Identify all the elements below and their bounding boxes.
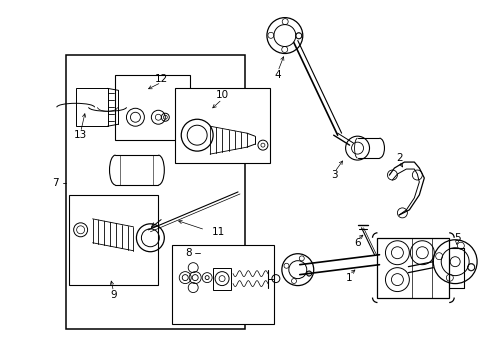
- Text: 8: 8: [184, 248, 191, 258]
- Text: 11: 11: [211, 227, 224, 237]
- Text: 5: 5: [453, 233, 460, 243]
- Text: 3: 3: [331, 170, 337, 180]
- Text: 2: 2: [395, 153, 402, 163]
- Bar: [68, 195, 158, 285]
- Bar: [377, 238, 448, 298]
- Text: 13: 13: [74, 130, 87, 140]
- Text: 10: 10: [215, 90, 228, 100]
- Text: 9: 9: [110, 289, 117, 300]
- Text: 7: 7: [52, 178, 59, 188]
- Bar: [172, 245, 273, 324]
- Bar: [76, 88, 107, 126]
- Bar: [65, 55, 244, 329]
- Bar: [213, 268, 230, 289]
- Bar: [175, 88, 269, 163]
- Text: 1: 1: [346, 273, 352, 283]
- Text: 4: 4: [274, 71, 281, 80]
- Bar: [115, 75, 190, 140]
- Text: 6: 6: [353, 238, 360, 248]
- Text: 12: 12: [154, 75, 167, 84]
